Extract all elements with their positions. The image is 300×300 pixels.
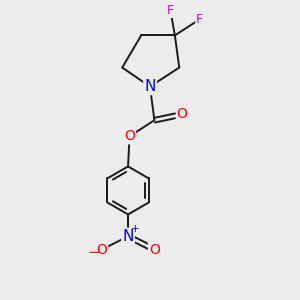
Text: F: F (196, 13, 203, 26)
Text: +: + (131, 224, 140, 234)
Text: O: O (177, 107, 188, 122)
Text: O: O (96, 242, 107, 256)
Text: N: N (122, 229, 134, 244)
Text: F: F (167, 4, 174, 17)
Text: O: O (124, 129, 135, 143)
Text: O: O (149, 242, 160, 256)
Text: N: N (144, 79, 156, 94)
Text: −: − (87, 245, 100, 260)
